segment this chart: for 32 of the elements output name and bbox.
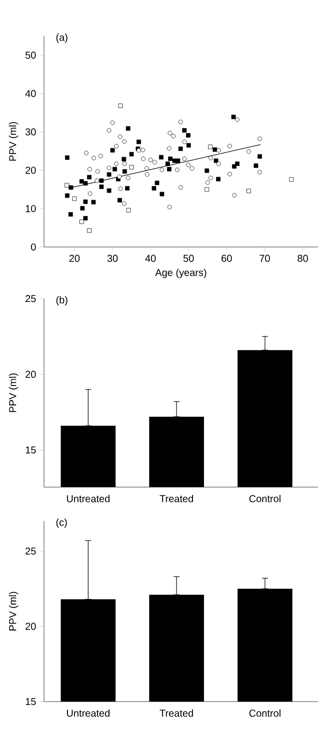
x-tick-label: 40 bbox=[145, 254, 156, 262]
x-tick-label: Untreated bbox=[67, 494, 110, 502]
y-tick-label: 15 bbox=[26, 446, 36, 454]
y-tick-label: 25 bbox=[26, 548, 36, 555]
x-tick-label: 20 bbox=[69, 254, 80, 262]
x-tick-label: 80 bbox=[298, 254, 308, 262]
y-tick-label: 50 bbox=[25, 52, 36, 59]
x-axis-title: Age (years) bbox=[155, 268, 206, 278]
x-tick-label: Untreated bbox=[67, 709, 110, 717]
x-tick-label: 30 bbox=[107, 254, 118, 262]
x-tick-label: 50 bbox=[183, 254, 194, 262]
x-tick-label: Treated bbox=[160, 709, 193, 717]
chart-title: (c) bbox=[56, 518, 67, 528]
y-axis-title: PPV (ml) bbox=[8, 122, 18, 161]
x-tick-label: Control bbox=[249, 494, 280, 502]
y-axis-title: PPV (ml) bbox=[8, 373, 18, 412]
chart-title: (a) bbox=[56, 34, 68, 43]
y-axis-title: PPV (ml) bbox=[8, 592, 18, 630]
y-tick-label: 20 bbox=[26, 166, 36, 174]
y-tick-label: 10 bbox=[26, 205, 36, 212]
y-tick-label: 15 bbox=[26, 698, 36, 706]
chart-title: (b) bbox=[56, 296, 68, 306]
x-tick-label: Treated bbox=[160, 494, 193, 502]
y-tick-label: 25 bbox=[26, 295, 36, 302]
y-tick-label: 20 bbox=[26, 370, 36, 378]
x-tick-label: 60 bbox=[222, 254, 232, 262]
x-tick-label: Control bbox=[249, 709, 280, 717]
y-tick-label: 40 bbox=[25, 90, 36, 98]
y-tick-label: 30 bbox=[25, 128, 36, 136]
y-tick-label: 20 bbox=[26, 622, 36, 630]
y-tick-label: 0 bbox=[31, 243, 36, 251]
x-tick-label: 70 bbox=[260, 254, 270, 262]
